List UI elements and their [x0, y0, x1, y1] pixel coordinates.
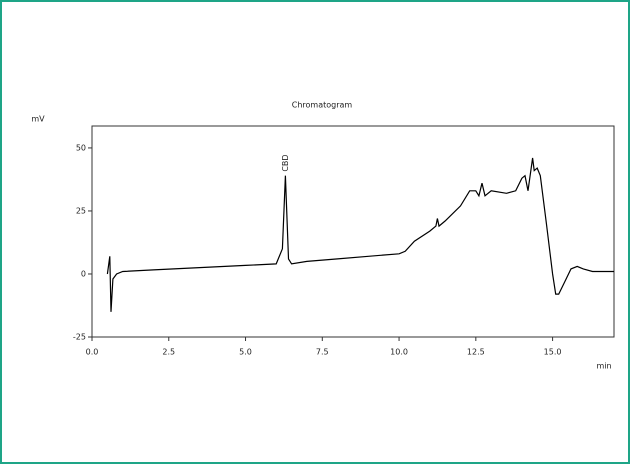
y-axis-label: mV — [31, 115, 45, 124]
x-tick-label: 0.0 — [86, 348, 99, 357]
x-axis-label: min — [596, 362, 611, 371]
x-tick-label: 15.0 — [544, 348, 562, 357]
x-tick-label: 5.0 — [239, 348, 252, 357]
x-tick-label: 10.0 — [390, 348, 408, 357]
y-tick-label: 50 — [76, 143, 86, 152]
chart-title: Chromatogram — [292, 101, 353, 110]
x-tick-label: 2.5 — [162, 348, 175, 357]
y-tick-label: 0 — [81, 269, 86, 278]
x-tick-label: 12.5 — [467, 348, 485, 357]
peak-label: CBD — [281, 154, 290, 171]
trace-line — [106, 157, 614, 312]
plot-area — [91, 125, 615, 338]
y-tick-label: 25 — [76, 206, 86, 215]
x-tick-label: 7.5 — [316, 348, 329, 357]
y-tick-label: -25 — [73, 333, 86, 342]
